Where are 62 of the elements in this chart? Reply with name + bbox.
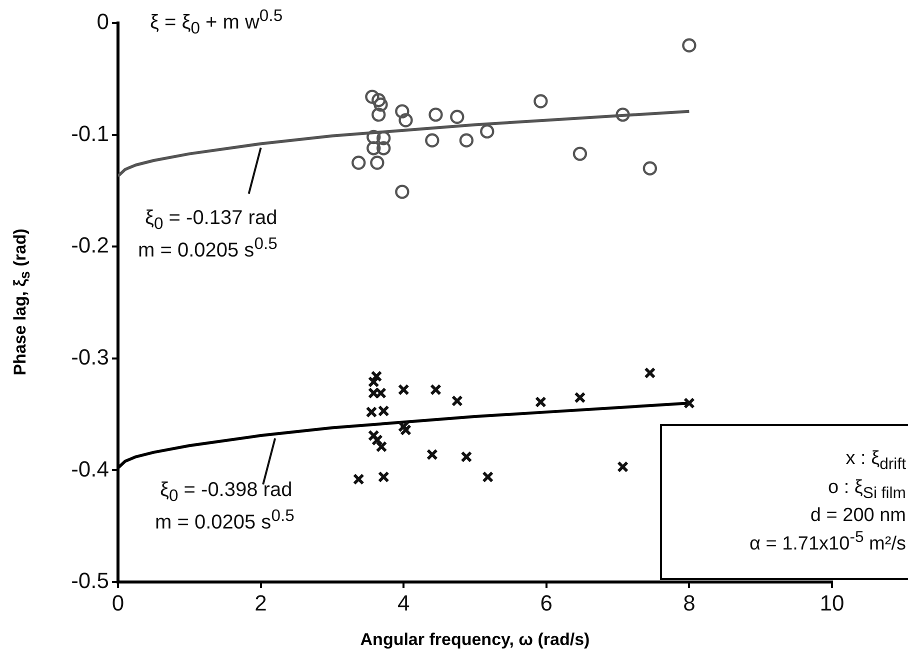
point bbox=[376, 141, 391, 156]
point bbox=[574, 392, 586, 404]
point bbox=[642, 161, 658, 176]
point bbox=[534, 396, 546, 408]
y-tick-label: -0.3 bbox=[71, 344, 109, 370]
point bbox=[480, 124, 494, 139]
point bbox=[398, 113, 413, 128]
point bbox=[378, 471, 390, 483]
point bbox=[534, 94, 548, 108]
point bbox=[372, 108, 386, 122]
x-tick-label: 4 bbox=[397, 590, 410, 616]
point bbox=[450, 110, 464, 124]
point bbox=[376, 131, 391, 146]
point bbox=[395, 104, 410, 118]
point bbox=[459, 133, 474, 148]
point bbox=[616, 108, 630, 122]
point bbox=[370, 156, 384, 170]
annotation: o : ξ$_{Si film}$ bbox=[826, 476, 907, 502]
y-tick-label: -0.1 bbox=[71, 120, 109, 146]
point bbox=[372, 93, 386, 108]
point bbox=[378, 405, 390, 417]
y-tick-label: 0 bbox=[96, 9, 109, 34]
point bbox=[572, 146, 588, 161]
point bbox=[430, 384, 442, 396]
y-tick-label: -0.4 bbox=[71, 456, 109, 482]
point bbox=[683, 397, 695, 409]
point bbox=[460, 451, 472, 463]
annotation: m = 0.0205 s$^{0.5}$ bbox=[138, 234, 278, 262]
point bbox=[368, 430, 380, 442]
y-tick-label: -0.2 bbox=[71, 232, 109, 258]
point bbox=[395, 184, 410, 199]
point bbox=[451, 395, 463, 407]
annotation: ξ$_{0}$ = -0.137 rad bbox=[145, 207, 278, 233]
x-tick-label: 8 bbox=[683, 590, 696, 616]
point bbox=[682, 38, 696, 52]
annotation: α = 1.71x10$^{-5}$ m²/s bbox=[748, 529, 907, 555]
point bbox=[366, 141, 381, 156]
point bbox=[366, 406, 378, 418]
annotation: d = 200 nm bbox=[809, 505, 907, 526]
x-tick-label: 0 bbox=[112, 590, 124, 616]
x-tick-label: 2 bbox=[254, 590, 267, 616]
point bbox=[398, 420, 410, 432]
point bbox=[425, 133, 440, 148]
point bbox=[482, 471, 494, 483]
point bbox=[426, 448, 438, 460]
x-tick-label: 6 bbox=[540, 590, 553, 616]
x-axis-title: Angular frequency, ω (rad/s) bbox=[359, 630, 591, 650]
point bbox=[644, 367, 656, 379]
point bbox=[352, 156, 366, 170]
point bbox=[400, 424, 412, 436]
point bbox=[352, 473, 364, 485]
point bbox=[428, 108, 443, 122]
point bbox=[374, 98, 388, 112]
annotation: m = 0.0205 s$^{0.5}$ bbox=[155, 506, 294, 534]
point bbox=[617, 461, 629, 473]
x-tick-label: 10 bbox=[820, 590, 844, 616]
key-box: x : ξ$_{drift}$ o : ξ$_{Si film}$ d = 200 nm α = 1.71x10$^{-5}$ m²/s bbox=[660, 424, 908, 580]
point bbox=[365, 90, 380, 104]
point bbox=[398, 384, 410, 396]
annotation: ξ$_{0}$ = -0.398 rad bbox=[160, 479, 292, 505]
annotation: ξ = ξ$_{0}$ + m w$^{0.5}$ bbox=[150, 6, 283, 38]
y-tick-label: -0.5 bbox=[71, 568, 109, 594]
